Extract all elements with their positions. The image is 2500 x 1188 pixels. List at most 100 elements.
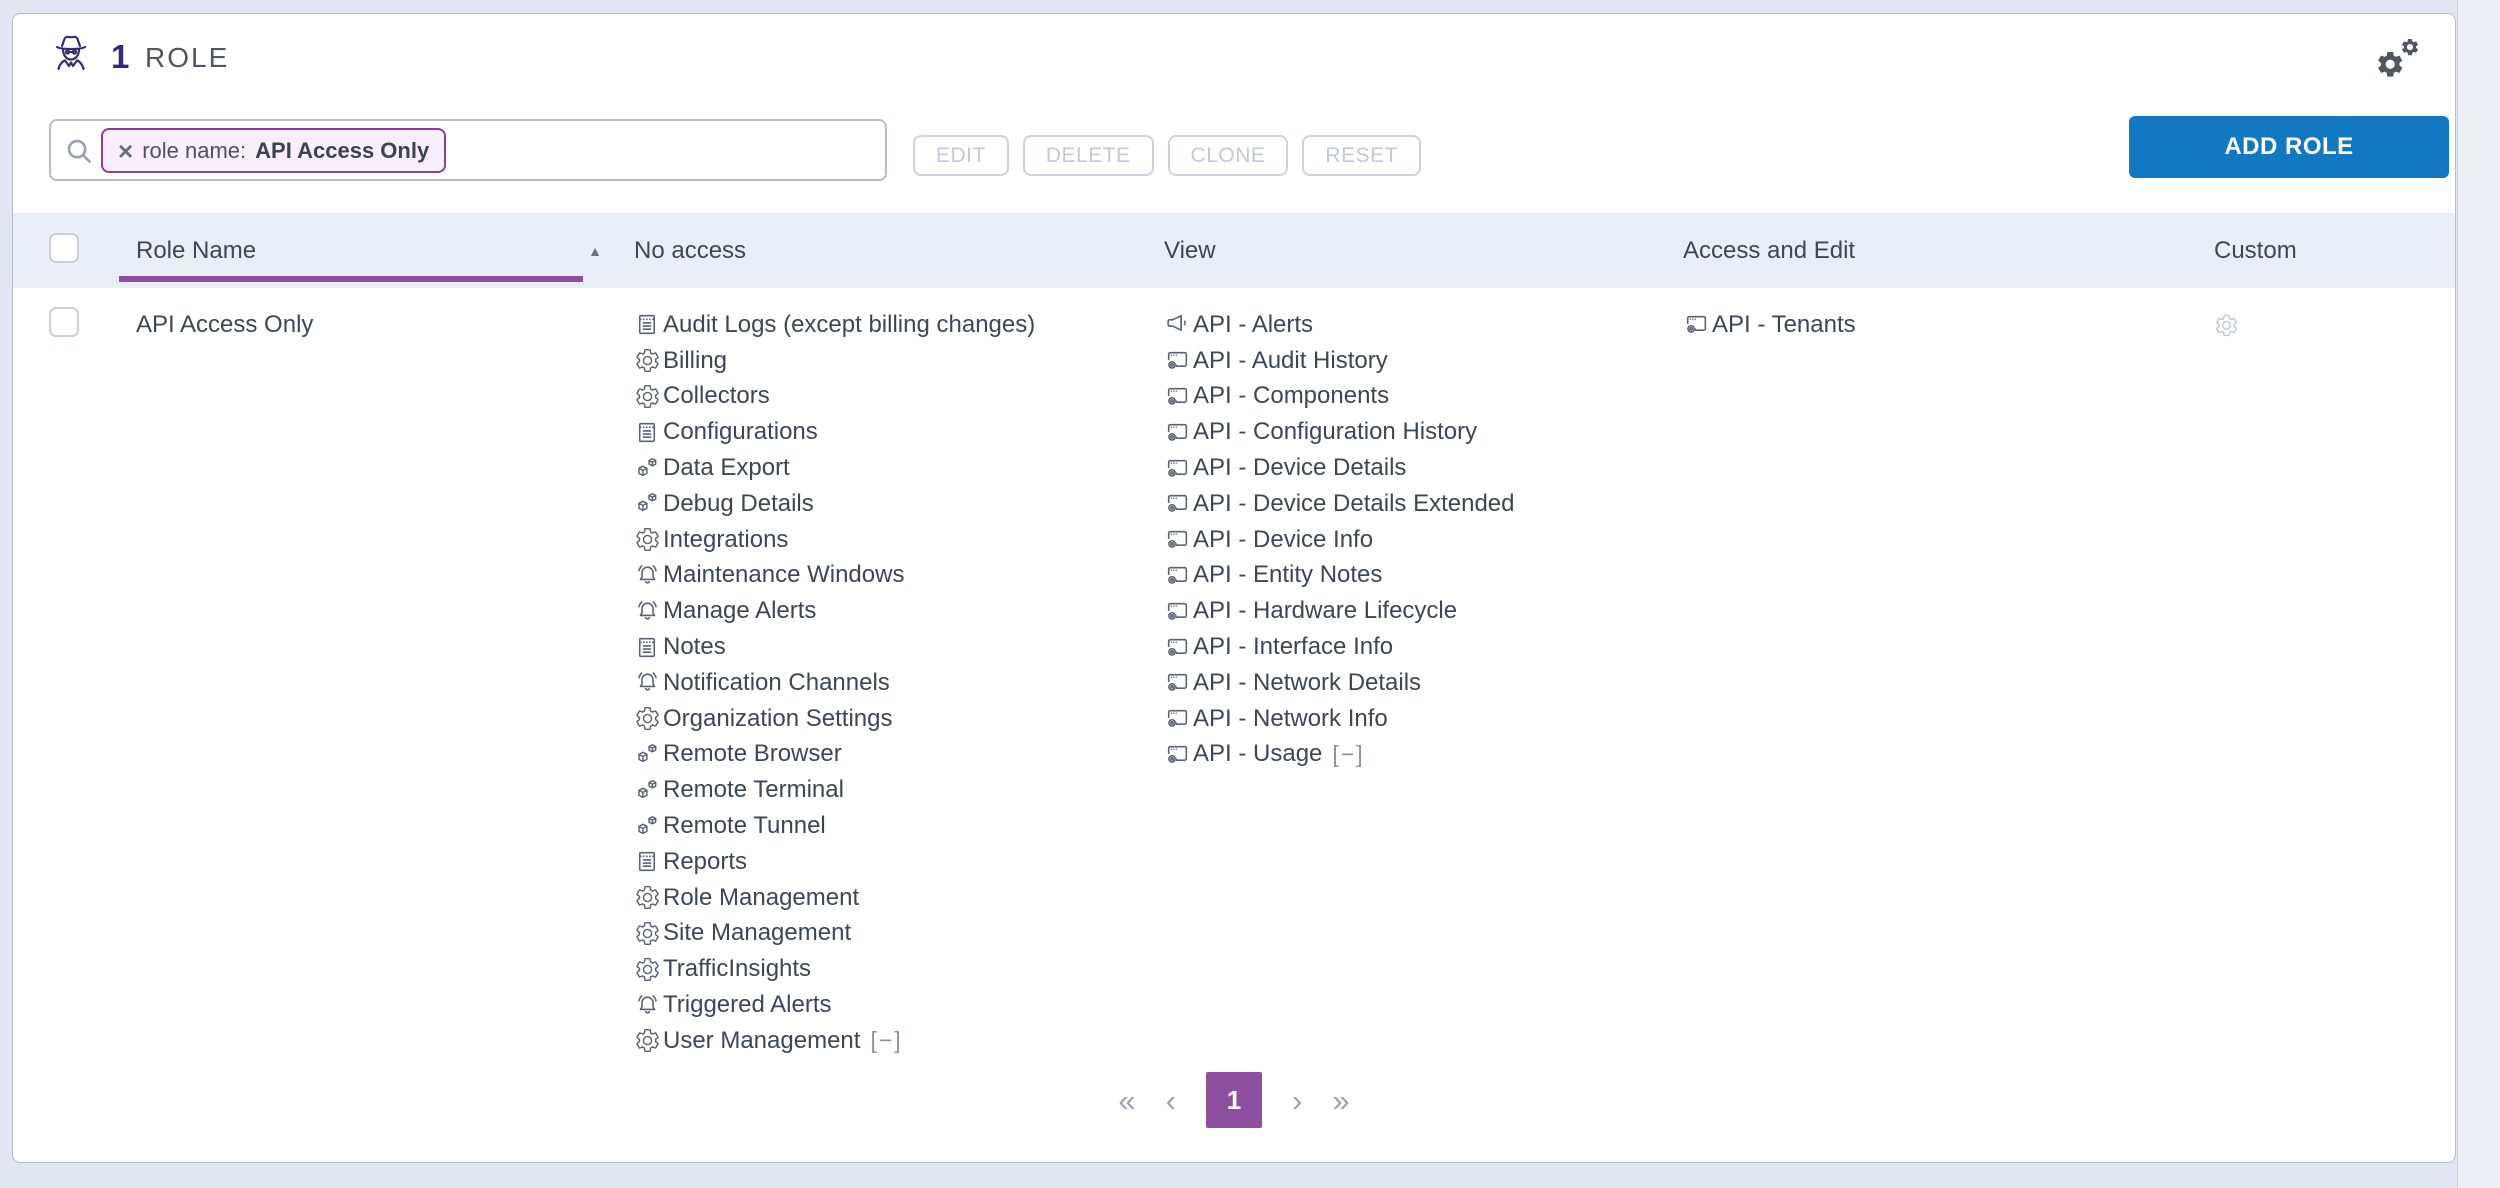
megaphone-icon: [1164, 311, 1191, 338]
roles-panel: 1 ROLE × role name: API Access Only EDIT…: [12, 13, 2456, 1163]
window-icon: [1164, 562, 1191, 589]
permission-item: Notes: [634, 629, 1164, 665]
report-icon: [634, 848, 661, 875]
permission-item: Configurations: [634, 414, 1164, 450]
window-icon: [1164, 419, 1191, 446]
permission-item: API - Tenants: [1683, 307, 2214, 343]
cubes-icon: [634, 741, 661, 768]
scrollbar[interactable]: [2457, 0, 2500, 1188]
permission-label: TrafficInsights: [663, 955, 812, 983]
permission-label: API - Usage: [1193, 740, 1323, 768]
current-page[interactable]: 1: [1206, 1072, 1262, 1128]
permission-label: Site Management: [663, 919, 852, 947]
permission-label: API - Components: [1193, 382, 1390, 410]
access-edit-list: API - Tenants: [1683, 307, 2214, 343]
role-spy-icon: [47, 28, 95, 78]
column-header-access-and-edit[interactable]: Access and Edit: [1683, 236, 1856, 264]
row-checkbox[interactable]: [49, 307, 79, 337]
delete-button[interactable]: DELETE: [1022, 135, 1154, 176]
permission-item: API - Interface Info: [1164, 629, 1683, 665]
permission-item: API - Entity Notes: [1164, 558, 1683, 594]
column-header-role-name[interactable]: Role Name ▲: [119, 237, 634, 282]
permission-item: Audit Logs (except billing changes): [634, 307, 1164, 343]
gear-icon: [634, 526, 661, 553]
cubes-icon: [634, 490, 661, 517]
permission-item: API - Audit History: [1164, 343, 1683, 379]
last-page-button[interactable]: »: [1332, 1082, 1350, 1118]
window-icon: [1164, 490, 1191, 517]
permission-item: Collectors: [634, 379, 1164, 415]
bell-icon: [634, 669, 661, 696]
filter-chip[interactable]: × role name: API Access Only: [101, 128, 447, 173]
filter-chip-field: role name:: [142, 137, 247, 163]
permission-item: Debug Details: [634, 486, 1164, 522]
permission-label: Data Export: [663, 454, 790, 482]
permission-label: Notes: [663, 633, 726, 661]
permission-label: API - Alerts: [1193, 310, 1314, 338]
permission-item: Role Management: [634, 880, 1164, 916]
column-header-view[interactable]: View: [1164, 236, 1216, 264]
permission-label: Role Management: [663, 883, 860, 911]
sorted-column-underline: [119, 275, 583, 282]
permission-label: API - Tenants: [1712, 310, 1856, 338]
permission-item: Organization Settings: [634, 701, 1164, 737]
permission-item: Billing: [634, 343, 1164, 379]
reset-button[interactable]: RESET: [1302, 135, 1421, 176]
edit-button[interactable]: EDIT: [913, 135, 1009, 176]
search-input[interactable]: × role name: API Access Only: [49, 119, 887, 181]
permission-item: TrafficInsights: [634, 951, 1164, 987]
clone-button[interactable]: CLONE: [1167, 135, 1289, 176]
gear-icon: [634, 920, 661, 947]
permission-item: API - Device Details Extended: [1164, 486, 1683, 522]
bell-icon: [634, 598, 661, 625]
add-role-button[interactable]: ADD ROLE: [2129, 116, 2449, 178]
permission-item: Remote Browser: [634, 737, 1164, 773]
role-count: 1: [111, 38, 130, 75]
permission-label: Integrations: [663, 525, 789, 553]
page-title: ROLE: [145, 42, 230, 73]
permission-item: Integrations: [634, 522, 1164, 558]
window-icon: [1164, 598, 1191, 625]
cubes-icon: [634, 455, 661, 482]
permission-label: Configurations: [663, 418, 818, 446]
role-name: API Access Only: [136, 311, 314, 338]
permission-item: Manage Alerts: [634, 593, 1164, 629]
permission-label: API - Device Details: [1193, 454, 1407, 482]
column-header-custom[interactable]: Custom: [2214, 236, 2297, 264]
cubes-icon: [634, 813, 661, 840]
table-settings-gear-icon[interactable]: [2377, 38, 2427, 84]
permission-item: API - Network Details: [1164, 665, 1683, 701]
column-header-no-access[interactable]: No access: [634, 236, 747, 264]
permission-label: Manage Alerts: [663, 597, 817, 625]
window-icon: [1164, 526, 1191, 553]
permission-item: API - Hardware Lifecycle: [1164, 593, 1683, 629]
permission-label: API - Audit History: [1193, 346, 1388, 374]
window-icon: [1164, 455, 1191, 482]
bell-icon: [634, 562, 661, 589]
permission-item: API - Alerts: [1164, 307, 1683, 343]
permission-item: API - Configuration History: [1164, 414, 1683, 450]
permission-label: Notification Channels: [663, 668, 890, 696]
select-all-checkbox[interactable]: [49, 233, 79, 263]
permission-label: Collectors: [663, 382, 770, 410]
pagination: « ‹ 1 › »: [13, 1072, 2455, 1128]
permission-label: Debug Details: [663, 489, 814, 517]
window-icon: [1164, 347, 1191, 374]
collapse-toggle[interactable]: [−]: [1332, 740, 1365, 767]
collapse-toggle[interactable]: [−]: [870, 1027, 903, 1054]
permission-label: API - Entity Notes: [1193, 561, 1383, 589]
permission-label: API - Network Info: [1193, 704, 1388, 732]
gear-icon: [634, 884, 661, 911]
permission-item: Maintenance Windows: [634, 558, 1164, 594]
window-icon: [1164, 634, 1191, 661]
next-page-button[interactable]: ›: [1292, 1082, 1303, 1118]
bell-icon: [634, 992, 661, 1019]
first-page-button[interactable]: «: [1118, 1082, 1136, 1118]
permission-item: API - Network Info: [1164, 701, 1683, 737]
permission-label: API - Interface Info: [1193, 633, 1394, 661]
prev-page-button[interactable]: ‹: [1165, 1082, 1176, 1118]
remove-filter-icon[interactable]: ×: [118, 135, 134, 166]
permission-item: Triggered Alerts: [634, 987, 1164, 1023]
filter-chip-value: API Access Only: [255, 137, 430, 163]
permission-label: Triggered Alerts: [663, 991, 832, 1019]
